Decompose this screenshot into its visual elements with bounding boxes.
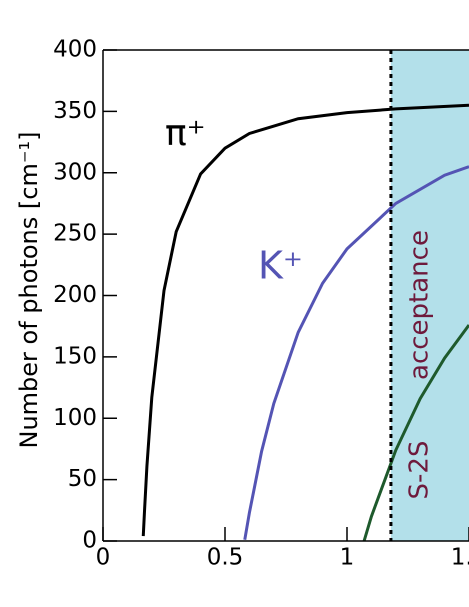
series-label: π⁺: [165, 113, 206, 154]
y-tick-label: 350: [53, 98, 97, 124]
y-tick-label: 300: [53, 159, 97, 185]
x-tick-label: 1.5: [451, 545, 469, 571]
series-label: K⁺: [258, 244, 303, 288]
x-tick-label: 0.5: [207, 545, 244, 571]
x-tick-label: 0: [96, 545, 111, 571]
y-axis-label: Number of photons [cm⁻¹]: [15, 132, 43, 449]
acceptance-region: [390, 50, 469, 541]
plot-area: [141, 50, 469, 541]
y-tick-label: 200: [53, 282, 97, 308]
y-tick-label: 0: [82, 528, 97, 554]
series-line: [362, 324, 469, 541]
y-tick-label: 250: [53, 221, 97, 247]
series-line: [141, 103, 469, 537]
y-tick-label: 150: [53, 343, 97, 369]
series-line: [243, 165, 469, 541]
axes: 0 50 100 150 200 250 300 350 400 0 0.5 1 1.5: [53, 37, 469, 571]
y-tick-label: 400: [53, 37, 97, 63]
annotation: S-2S: [405, 441, 435, 500]
annotation: acceptance: [405, 230, 435, 380]
x-tick-label: 1: [340, 545, 355, 571]
y-tick-label: 50: [68, 466, 97, 492]
y-tick-label: 100: [53, 405, 97, 431]
